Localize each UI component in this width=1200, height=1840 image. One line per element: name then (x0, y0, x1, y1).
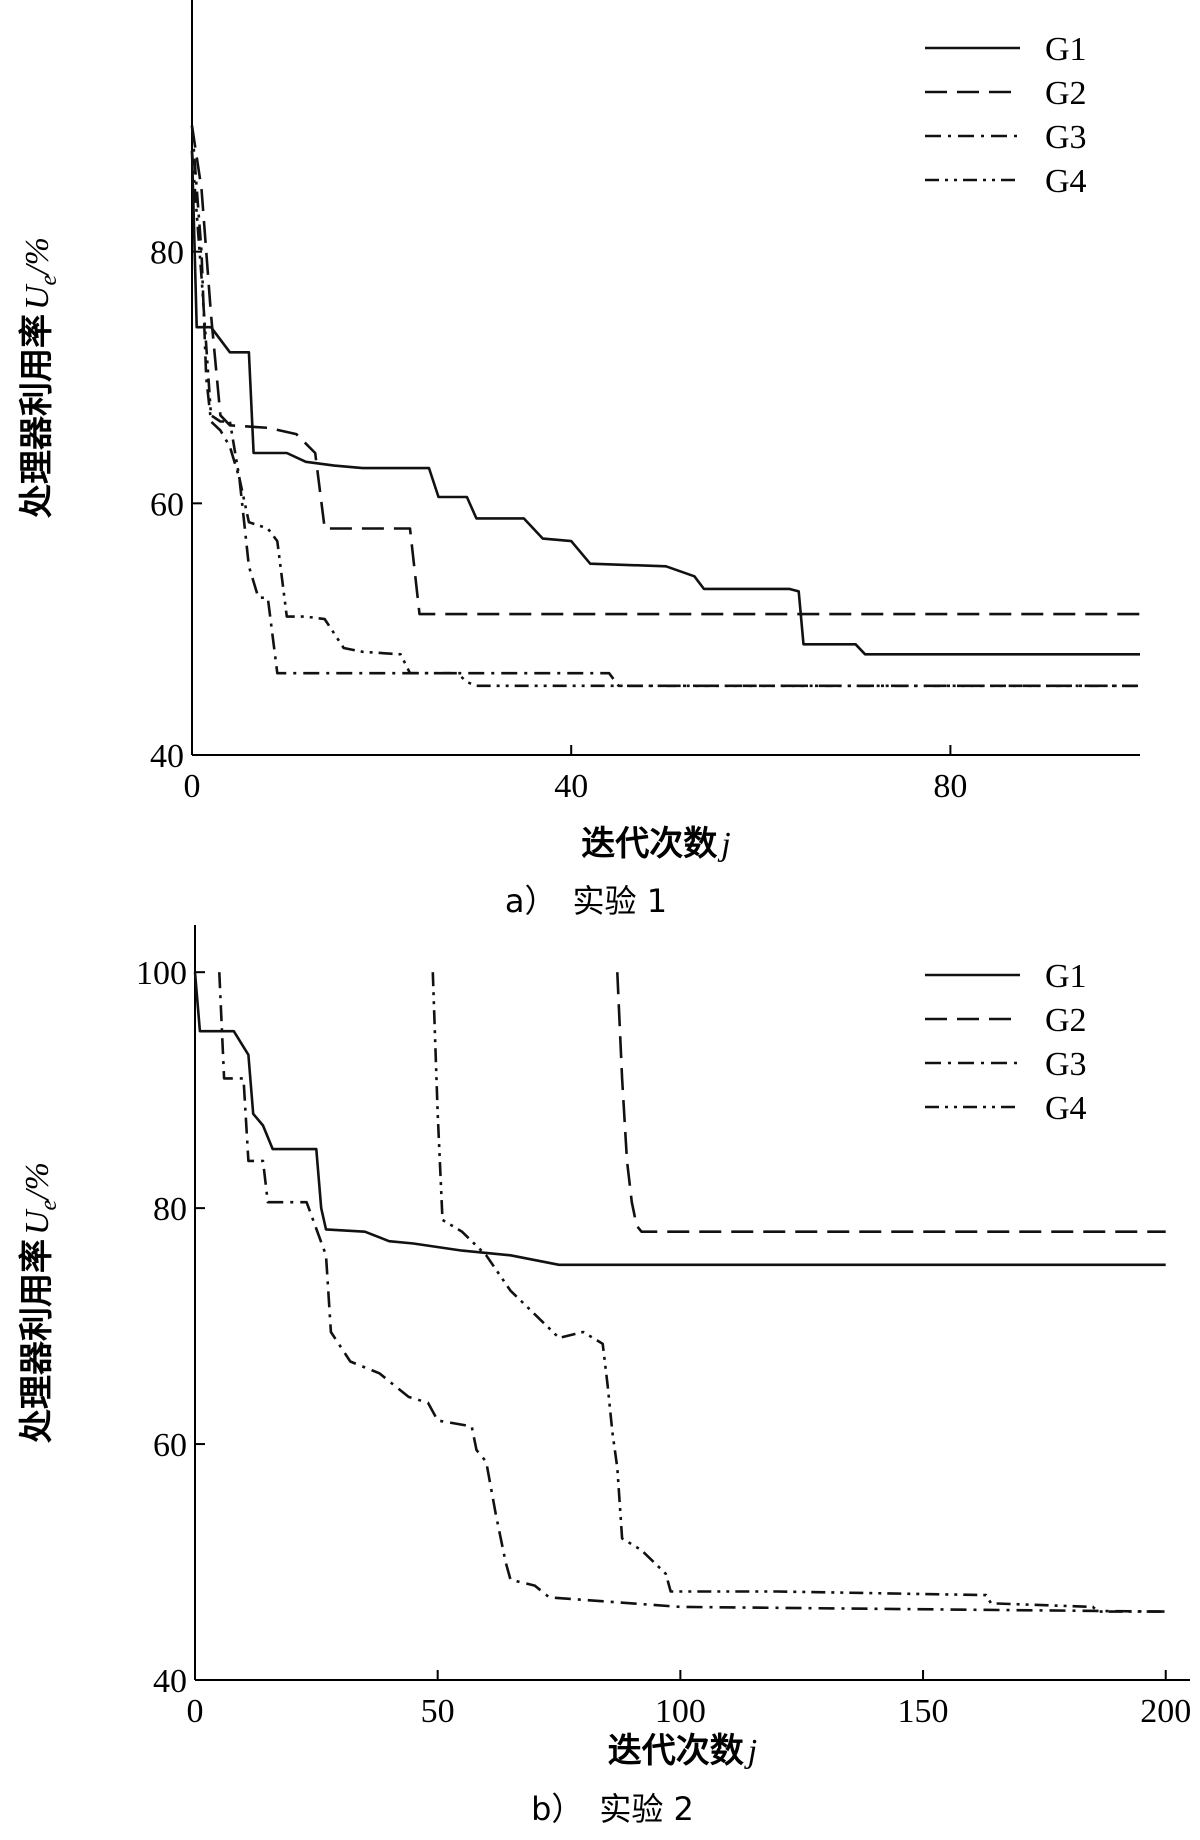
legend-label: G3 (1045, 119, 1087, 156)
panel-caption: a） 实验 1 (505, 882, 667, 920)
series-line-g2 (190, 125, 1140, 616)
x-axis-title: 迭代次数 j (581, 824, 730, 864)
y-tick-label: 100 (136, 955, 187, 992)
x-tick-label: 150 (898, 1693, 949, 1730)
legend-label: G4 (1045, 1090, 1087, 1127)
y-tick-label: 80 (153, 1191, 187, 1228)
x-tick-label: 100 (655, 1693, 706, 1730)
legend-label: G3 (1045, 1046, 1087, 1083)
x-tick-label: 50 (421, 1693, 455, 1730)
series-line-g1 (190, 150, 1140, 656)
y-tick-label: 80 (150, 235, 184, 272)
y-tick-label: 60 (150, 486, 184, 523)
series-line-g3 (190, 125, 1140, 688)
series-line-g4 (190, 150, 1140, 688)
x-tick-label: 200 (1140, 1693, 1191, 1730)
x-axis-title: 迭代次数 j (608, 1731, 757, 1771)
series-line-g3 (218, 972, 1166, 1613)
legend-label: G4 (1045, 163, 1087, 200)
series-line-g2 (616, 972, 1166, 1233)
series-line-g1 (193, 972, 1166, 1267)
legend-label: G2 (1045, 1002, 1087, 1039)
y-axis-title: 处理器利用率Ue/% (17, 1162, 62, 1444)
x-tick-label: 40 (554, 768, 588, 805)
y-tick-label: 60 (153, 1427, 187, 1464)
legend-label: G2 (1045, 75, 1087, 112)
x-tick-label: 0 (187, 1693, 204, 1730)
y-tick-label: 40 (153, 1663, 187, 1700)
legend-label: G1 (1045, 958, 1087, 995)
y-tick-label: 40 (150, 738, 184, 775)
panel-caption: b） 实验 2 (531, 1790, 694, 1828)
y-axis-title: 处理器利用率Ue/% (17, 237, 62, 519)
legend-label: G1 (1045, 31, 1087, 68)
x-tick-label: 0 (184, 768, 201, 805)
x-tick-label: 80 (933, 768, 967, 805)
